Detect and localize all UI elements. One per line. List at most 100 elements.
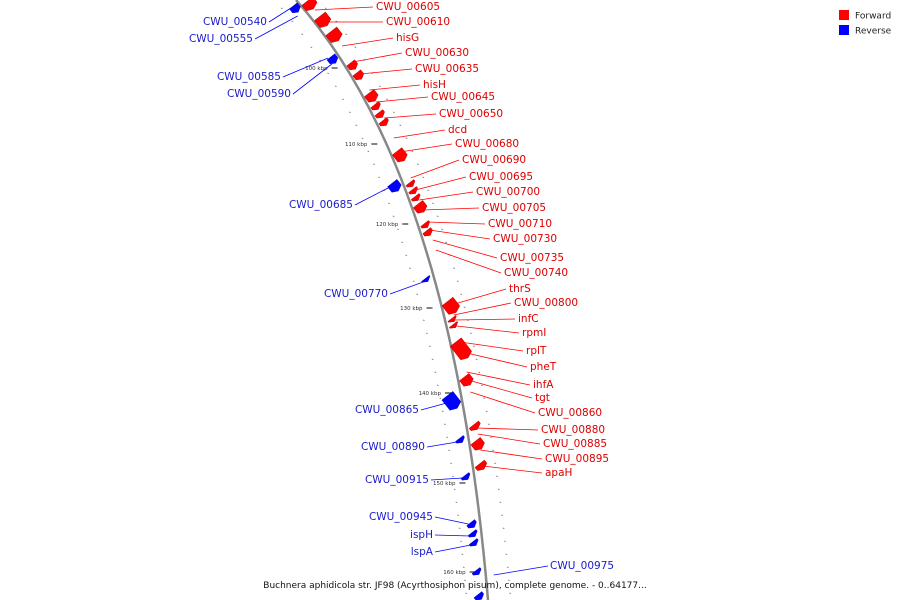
forward-gene-label: thrS [509,283,531,295]
forward-gene-block [325,26,343,43]
forward-gene-label: CWU_00630 [405,47,469,59]
forward-gene-block [468,420,481,431]
forward-gene-label: CWU_00700 [476,186,540,198]
minor-tick [431,358,434,360]
reverse-leader-line [282,57,329,78]
minor-tick [310,46,313,48]
forward-gene-block [374,109,385,119]
minor-tick [485,410,488,412]
forward-leader-line [454,318,516,321]
forward-gene-block [378,117,389,127]
minor-tick [422,176,425,178]
minor-tick [505,553,508,555]
reverse-gene-label: CWU_00945 [369,511,433,523]
forward-gene-label: CWU_00645 [431,91,495,103]
reverse-leader-line [493,565,549,576]
forward-leader-line [470,391,536,414]
minor-tick [439,397,442,399]
minor-tick [399,124,402,126]
reverse-gene-block [468,538,479,547]
minor-tick [432,202,434,204]
reverse-gene-label: CWU_00540 [203,16,267,28]
minor-tick [412,280,415,282]
genome-backbone [295,0,490,600]
minor-tick [444,423,446,425]
minor-tick [354,46,357,48]
forward-gene-label: ihfA [533,379,554,391]
reverse-gene-label: CWU_00685 [289,199,353,211]
forward-leader-line [480,449,543,460]
reverse-gene-block [326,53,339,65]
forward-leader-line [429,229,491,240]
minor-tick [397,228,399,230]
minor-tick [405,254,408,256]
forward-gene-label: CWU_00740 [504,267,568,279]
forward-leader-line [466,371,531,386]
forward-gene-label: CWU_00610 [386,16,450,28]
minor-tick [416,163,419,165]
minor-tick [411,150,414,152]
minor-tick [388,202,390,204]
minor-tick [446,436,448,438]
forward-gene-label: infC [518,313,539,325]
minor-tick [480,384,483,386]
forward-gene-block [405,179,416,188]
forward-gene-label: dcd [448,124,467,136]
minor-tick [441,228,443,230]
forward-gene-label: CWU_00800 [514,297,578,309]
forward-gene-label: CWU_00860 [538,407,602,419]
reverse-leader-line [434,544,471,553]
reverse-leader-line [434,534,470,537]
map-caption: Buchnera aphidicola str. JF98 (Acyrthosi… [263,581,646,591]
forward-gene-label: CWU_00605 [376,1,440,13]
minor-tick [319,59,321,61]
minor-tick [401,241,404,243]
minor-tick [419,306,422,308]
minor-tick [434,371,437,373]
forward-leader-line [410,159,460,179]
minor-tick [335,20,338,22]
forward-leader-line [432,239,498,259]
forward-leader-line [352,52,403,63]
minor-tick [345,33,348,35]
reverse-gene-block [455,435,465,444]
minor-tick [436,215,439,217]
forward-gene-block [470,437,485,451]
minor-tick [509,592,512,594]
minor-tick [372,163,375,165]
minor-tick [460,293,463,295]
forward-gene-label: CWU_00885 [543,438,607,450]
minor-tick [448,449,451,451]
tick-layer: 100 kbp 110 kbp 120 kbp 130 kbp 140 kbp 150 k… [280,7,512,594]
forward-gene-label: hisH [423,79,446,91]
forward-leader-line [477,433,541,445]
reverse-gene-block [466,519,477,529]
forward-gene-label: rpmI [522,327,546,339]
reverse-gene-block [471,567,482,576]
legend-swatch [839,10,849,20]
forward-gene-block [346,59,358,71]
forward-gene-label: pheT [530,361,557,373]
legend-label: Forward [855,12,891,22]
feature-layer [289,0,488,600]
forward-gene-block [408,186,418,195]
minor-tick [501,514,503,516]
minor-tick [456,280,459,282]
forward-gene-label: CWU_00880 [541,424,605,436]
label-layer: CWU_00605 CWU_00610 hisG CWU_00630 CWU_00635… [189,1,614,576]
minor-tick [457,514,459,516]
minor-tick [280,7,283,9]
forward-gene-label: apaH [545,467,572,479]
forward-leader-line [341,37,394,47]
legend-label: Reverse [855,27,892,37]
minor-tick [392,215,395,217]
tick-label: 110 kbp [345,142,368,148]
reverse-leader-line [426,441,458,448]
minor-tick [453,267,455,269]
reverse-gene-label: CWU_00865 [355,404,419,416]
forward-leader-line [422,207,480,211]
minor-tick [463,306,466,308]
forward-gene-label: CWU_00895 [545,453,609,465]
forward-gene-block [370,101,381,111]
